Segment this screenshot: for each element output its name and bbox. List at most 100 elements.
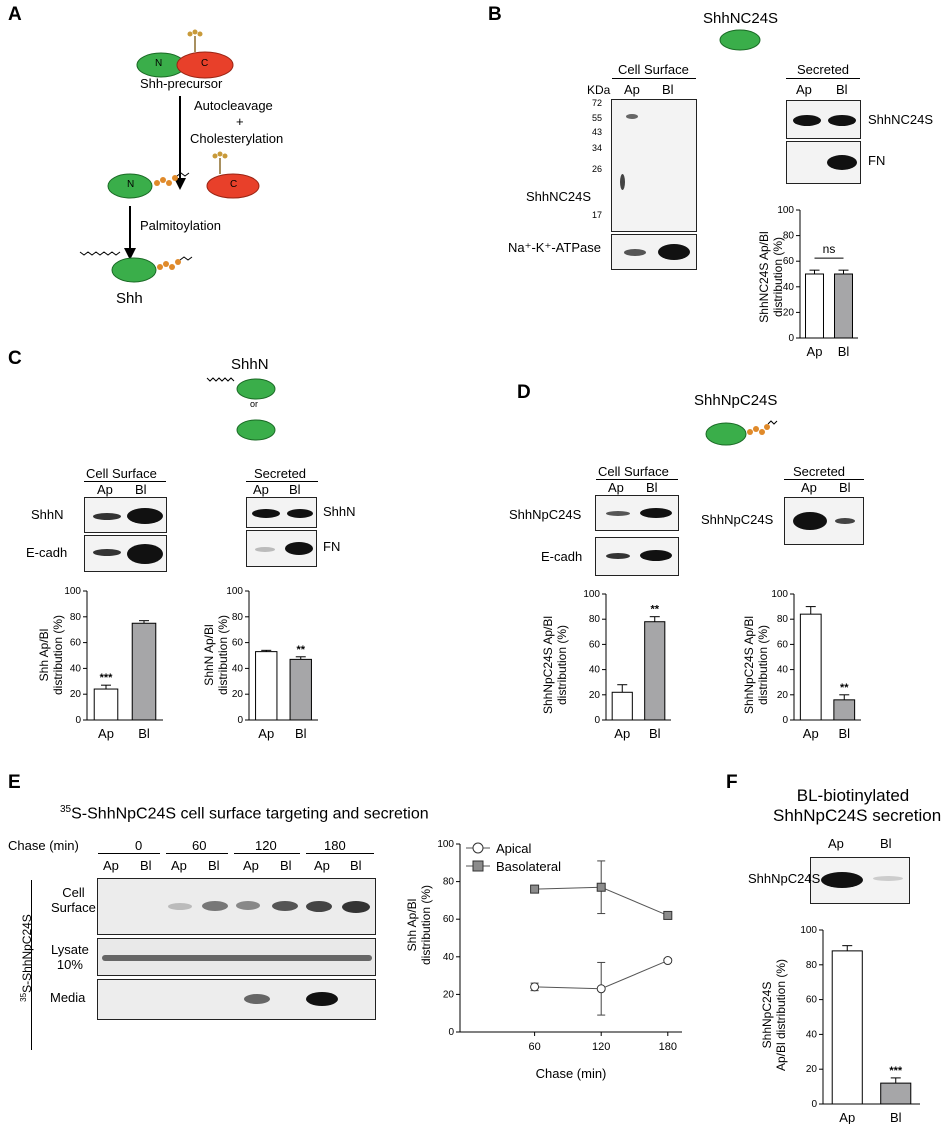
y-tick-label: 20 [232, 689, 244, 700]
b-secreted-blot [786, 100, 861, 139]
e-bl-120: Bl [280, 858, 292, 873]
x-tick-label: 180 [659, 1041, 677, 1053]
legend-label-basolateral: Basolateral [496, 859, 561, 874]
f-blot [810, 857, 910, 904]
c-secreted-header: Secreted [254, 466, 307, 481]
panel-d-label: D [517, 382, 531, 403]
y-tick-label: 80 [232, 612, 244, 623]
f-ap: Ap [828, 836, 844, 851]
significance-mark: *** [889, 1065, 903, 1077]
chase-min-label: Chase (min) [8, 838, 79, 853]
d-ecadh-blot [595, 537, 679, 576]
e-ap-180: Ap [314, 858, 330, 873]
y-tick-label: 60 [70, 638, 82, 649]
c-cell-surface-header: Cell Surface [86, 466, 157, 481]
y-tick-label: 80 [777, 614, 789, 625]
e-row2-label: Lysate 10% [51, 942, 89, 972]
panel-f-label: F [726, 772, 738, 793]
y-tick-label: 80 [783, 231, 795, 242]
marker-43: 43 [592, 127, 603, 137]
significance-mark: *** [100, 672, 114, 684]
bar-bl [833, 699, 856, 721]
d-sec-bl: Bl [839, 480, 851, 495]
b-cs-ap: Ap [624, 82, 640, 97]
c-row2: E-cadh [26, 545, 68, 560]
kda-label: KDa [587, 83, 611, 97]
palmitoylation-label: Palmitoylation [140, 218, 221, 233]
marker-34: 34 [592, 143, 603, 153]
c-domain-shape [176, 51, 234, 79]
marker-72: 72 [592, 98, 603, 108]
y-tick-label: 60 [777, 639, 789, 650]
e-bl-0: Bl [140, 858, 152, 873]
y-tick-label: 40 [783, 282, 795, 293]
d-cell-surface-chart: 0 20 40 60 80 100 Ap Bl ** [583, 589, 671, 741]
y-tick-label: 40 [70, 663, 82, 674]
bar-ap [831, 950, 863, 1105]
bar-ap [799, 613, 822, 721]
d-shhnpc24s-blot [595, 495, 679, 531]
f-bar-chart: 0 20 40 60 80 100 Ap Bl *** [800, 925, 920, 1124]
y-tick-label: 20 [589, 690, 601, 701]
point-basolateral [530, 884, 540, 894]
c-shhn-blot [84, 497, 167, 533]
b-fn-blot [786, 141, 861, 184]
x-tick-label: Bl [890, 1110, 902, 1124]
shhnpc24s-icon [705, 420, 778, 446]
point-apical [663, 956, 673, 966]
panel-a-schematic [79, 29, 260, 283]
point-apical [596, 984, 606, 994]
x-tick-label: Ap [807, 344, 823, 359]
f-bl: Bl [880, 836, 892, 851]
e-bl-60: Bl [208, 858, 220, 873]
chase-0: 0 [135, 838, 143, 853]
autocleavage-label: Autocleavage [194, 98, 273, 113]
x-tick-label: Bl [838, 344, 850, 359]
y-tick-label: 0 [811, 1099, 817, 1110]
y-tick-label: 20 [806, 1064, 818, 1075]
b-sec-row2: FN [868, 153, 886, 168]
n-label: N [155, 58, 163, 69]
b-sec-ap: Ap [796, 82, 812, 97]
marker-55: 55 [592, 113, 603, 123]
y-tick-label: 100 [64, 586, 81, 597]
d-secreted-header: Secreted [793, 464, 846, 479]
x-tick-label: Bl [838, 726, 850, 741]
e-media-blot [97, 979, 376, 1020]
significance-mark: ** [296, 644, 305, 656]
f-row1: ShhNpC24S [748, 871, 821, 886]
bar-bl [880, 1082, 912, 1105]
x-axis-label: Chase (min) [536, 1066, 607, 1081]
bar-bl [131, 622, 157, 721]
y-tick-label: 0 [448, 1027, 454, 1038]
significance-mark: ** [840, 682, 849, 694]
mature-shh-shape [111, 257, 157, 283]
c-secreted-chart: 0 20 40 60 80 100 Ap Bl ** [226, 586, 318, 741]
cholesterylation-label: Cholesterylation [190, 131, 284, 146]
e-ap-120: Ap [243, 858, 259, 873]
n-domain-cholesterol-shape [107, 173, 153, 199]
bar-ap [611, 691, 633, 721]
panel-c-label: C [8, 348, 22, 369]
or-label: or [250, 399, 259, 409]
y-tick-label: 100 [771, 589, 788, 600]
y-tick-label: 80 [806, 960, 818, 971]
c-sec-shhn-blot [246, 497, 317, 528]
significance-mark: ** [650, 604, 659, 616]
legend-marker-apical [472, 842, 484, 854]
y-tick-label: 100 [583, 589, 600, 600]
bar-ap [805, 273, 824, 339]
c-ecadh-blot [84, 535, 167, 572]
b-bar-chart: 0 20 40 60 80 100 Ap Bl ns [777, 205, 858, 359]
y-tick-label: 0 [594, 715, 600, 726]
x-tick-label: Ap [839, 1110, 855, 1124]
y-tick-label: 0 [782, 715, 788, 726]
e-cell-surface-blot [97, 878, 376, 935]
c-fn-blot [246, 530, 317, 567]
y-tick-label: 40 [232, 663, 244, 674]
plus-label: + [236, 114, 244, 129]
shh-final-label: Shh [116, 290, 143, 307]
panel-e-label: E [8, 772, 21, 793]
y-tick-label: 60 [589, 639, 601, 650]
b-cell-surface-header: Cell Surface [618, 62, 689, 77]
